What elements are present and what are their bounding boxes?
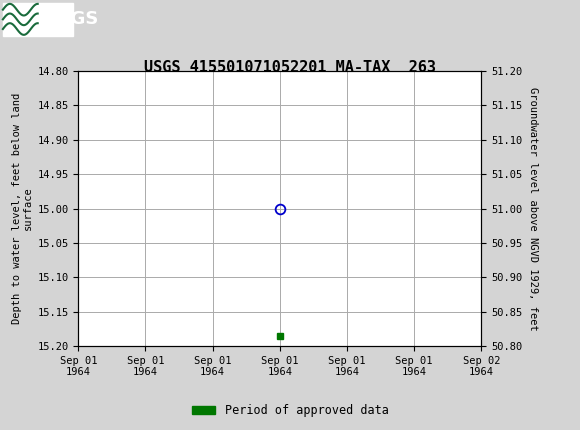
Legend: Period of approved data: Period of approved data bbox=[187, 399, 393, 422]
Text: USGS: USGS bbox=[44, 10, 99, 28]
Y-axis label: Groundwater level above NGVD 1929, feet: Groundwater level above NGVD 1929, feet bbox=[528, 87, 538, 330]
Y-axis label: Depth to water level, feet below land
surface: Depth to water level, feet below land su… bbox=[12, 93, 33, 324]
Bar bbox=[3, 3, 72, 36]
Text: USGS 415501071052201 MA-TAX  263: USGS 415501071052201 MA-TAX 263 bbox=[144, 60, 436, 75]
